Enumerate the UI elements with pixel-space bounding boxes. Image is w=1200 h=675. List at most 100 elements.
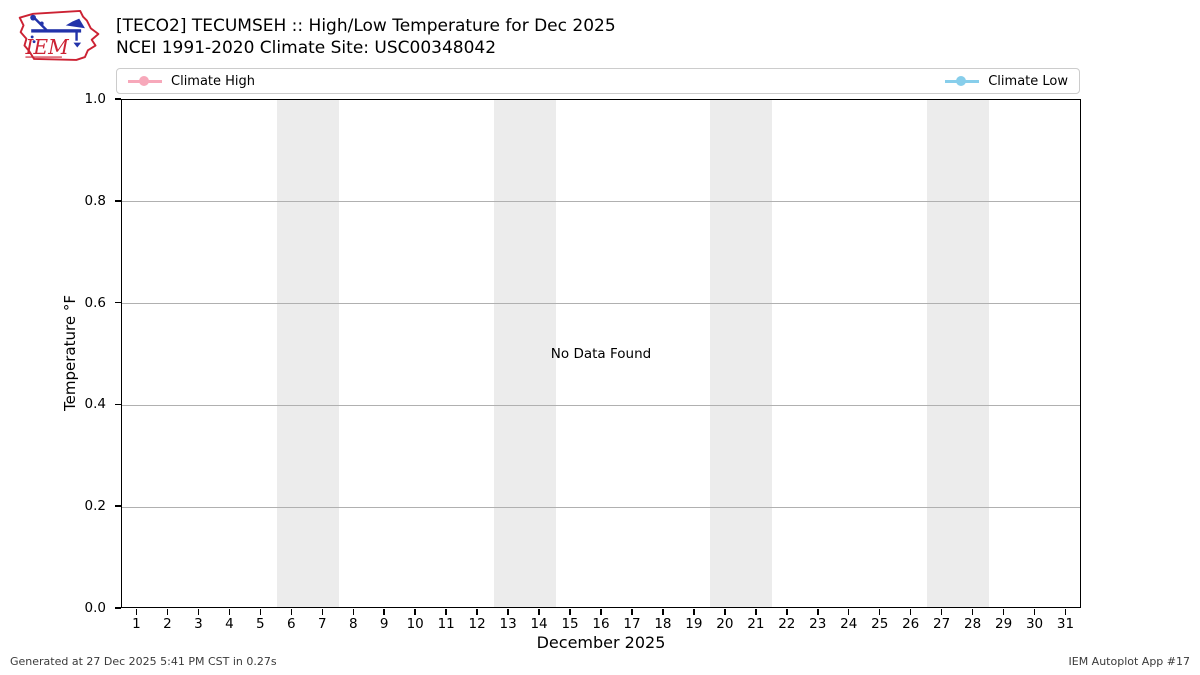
gridline xyxy=(122,201,1080,203)
x-tick-label: 25 xyxy=(871,616,889,632)
x-tick-label: 24 xyxy=(840,616,858,632)
climate-high-marker-icon xyxy=(128,76,162,86)
x-tick-mark xyxy=(197,609,200,615)
x-tick-label: 18 xyxy=(654,616,672,632)
legend-item-climate-low: Climate Low xyxy=(945,74,1068,89)
x-tick-label: 27 xyxy=(933,616,951,632)
x-tick-mark xyxy=(631,609,633,615)
gridline xyxy=(122,506,1080,508)
y-tick-mark xyxy=(115,505,121,507)
x-tick-label: 10 xyxy=(406,616,424,632)
iowa-outline-icon: IEM xyxy=(18,10,100,61)
chart-title-block: [TECO2] TECUMSEH :: High/Low Temperature… xyxy=(116,15,616,59)
x-tick-mark xyxy=(290,609,293,615)
x-tick-label: 3 xyxy=(194,616,203,632)
x-tick-label: 15 xyxy=(561,616,579,632)
x-tick-mark xyxy=(166,609,169,615)
x-tick-label: 5 xyxy=(256,616,265,632)
x-tick-mark xyxy=(724,609,726,615)
y-tick-label: 0.6 xyxy=(84,294,106,311)
x-tick-mark xyxy=(259,609,262,615)
y-axis-ticks: 0.0 0.2 0.4 0.6 0.8 1.0 xyxy=(0,91,121,616)
x-tick-mark xyxy=(569,609,571,615)
weathervane-icon xyxy=(30,14,85,48)
x-tick-mark xyxy=(600,609,602,615)
x-tick-mark xyxy=(383,609,385,615)
x-tick-label: 4 xyxy=(225,616,234,632)
weekend-band xyxy=(927,100,990,607)
x-tick-mark xyxy=(878,609,881,615)
y-tick-mark xyxy=(115,403,121,406)
x-tick-mark xyxy=(352,609,354,615)
chart-title: [TECO2] TECUMSEH :: High/Low Temperature… xyxy=(116,16,616,36)
x-tick-mark xyxy=(847,609,850,615)
x-tick-label: 8 xyxy=(348,616,358,632)
x-tick-mark xyxy=(135,609,138,615)
weekend-band xyxy=(493,100,556,607)
x-axis-label: December 2025 xyxy=(536,633,666,652)
x-tick-label: 20 xyxy=(716,616,734,632)
no-data-message: No Data Found xyxy=(550,345,652,362)
x-tick-label: 17 xyxy=(623,616,641,632)
x-tick-label: 11 xyxy=(437,616,455,632)
x-tick-mark xyxy=(414,609,416,615)
x-tick-label: 29 xyxy=(994,616,1013,632)
chart-subtitle: NCEI 1991-2020 Climate Site: USC00348042 xyxy=(116,38,497,58)
x-tick-label: 9 xyxy=(379,616,389,632)
y-tick-label: 1.0 xyxy=(84,91,106,107)
weekend-band xyxy=(276,100,339,607)
x-tick-mark xyxy=(476,609,478,615)
x-tick-label: 26 xyxy=(902,616,920,632)
y-tick-mark xyxy=(115,301,121,304)
x-tick-label: 1 xyxy=(132,616,141,632)
x-tick-label: 7 xyxy=(317,616,327,632)
gridline xyxy=(122,303,1080,305)
legend-label-climate-high: Climate High xyxy=(171,73,256,89)
y-tick-mark xyxy=(115,200,121,202)
y-tick-label: 0.8 xyxy=(84,192,106,209)
logo-text: IEM xyxy=(24,35,70,59)
iem-logo: IEM xyxy=(12,4,108,64)
weekend-band xyxy=(710,100,773,607)
x-tick-mark xyxy=(228,609,231,615)
x-tick-label: 30 xyxy=(1025,616,1044,632)
x-tick-label: 19 xyxy=(685,616,703,632)
x-tick-label: 14 xyxy=(530,616,548,632)
x-tick-label: 6 xyxy=(287,616,296,632)
y-tick-mark xyxy=(115,607,121,609)
legend-item-climate-high: Climate High xyxy=(128,74,255,89)
y-axis-label: Temperature °F xyxy=(61,295,79,411)
y-tick-label: 0.2 xyxy=(84,498,106,515)
y-tick-label: 0.0 xyxy=(84,600,106,616)
climate-low-dot-icon xyxy=(956,76,967,86)
x-axis-ticks: 1 2 3 4 5 6 7 8 9 10 11 12 13 14 15 16 17 18 19 20 21 22 23 24 2… xyxy=(121,608,1081,636)
x-tick-label: 13 xyxy=(499,616,517,632)
x-tick-mark xyxy=(786,609,788,615)
x-tick-mark xyxy=(538,609,540,615)
x-tick-label: 16 xyxy=(592,616,610,632)
x-tick-mark xyxy=(1033,609,1036,615)
x-tick-mark xyxy=(971,609,974,615)
y-tick-mark xyxy=(115,98,121,100)
x-tick-mark xyxy=(662,609,664,615)
x-tick-mark xyxy=(940,609,943,615)
x-tick-mark xyxy=(755,609,757,615)
gridline xyxy=(122,404,1080,406)
app-credit: IEM Autoplot App #17 xyxy=(1068,655,1191,668)
x-tick-label: 22 xyxy=(778,616,796,632)
climate-low-marker-icon xyxy=(945,76,980,86)
climate-high-dot-icon xyxy=(139,76,149,86)
x-tick-mark xyxy=(817,609,819,615)
x-tick-label: 23 xyxy=(809,616,827,632)
x-tick-label: 21 xyxy=(747,616,765,632)
y-tick-label: 0.4 xyxy=(84,396,106,413)
x-tick-mark xyxy=(321,609,324,615)
x-tick-mark xyxy=(507,609,509,615)
legend-label-climate-low: Climate Low xyxy=(988,73,1068,89)
chart-legend: Climate High Climate Low xyxy=(116,68,1080,94)
x-tick-label: 2 xyxy=(163,616,172,632)
x-tick-mark xyxy=(909,609,912,615)
x-tick-mark xyxy=(1002,609,1005,615)
x-tick-label: 28 xyxy=(964,616,982,632)
